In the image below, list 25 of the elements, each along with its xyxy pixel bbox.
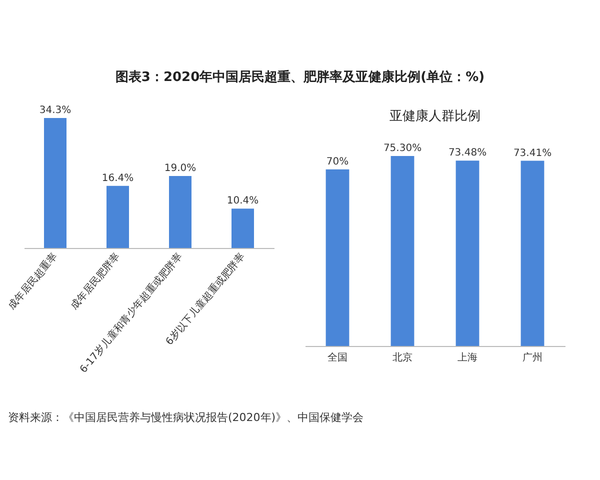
data-label: 73.41% [513, 148, 552, 159]
x-tick-label: 全国 [328, 352, 348, 364]
x-tick-label: 成年居民肥胖率 [68, 250, 122, 312]
bar [106, 186, 129, 248]
chart-title: 图表3：2020年中国居民超重、肥胖率及亚健康比例(单位：%) [114, 68, 486, 86]
data-label: 73.48% [448, 148, 487, 159]
chart-title: 亚健康人群比例 [390, 109, 480, 124]
bar [326, 169, 350, 346]
x-tick-label: 成年居民超重率 [6, 250, 60, 312]
bar [456, 160, 480, 346]
bar [520, 160, 544, 346]
data-label: 19.0% [164, 162, 196, 174]
x-tick-label: 上海 [458, 352, 478, 364]
bar [232, 208, 254, 248]
x-tick-label: 广州 [522, 352, 542, 364]
bar [44, 118, 66, 248]
text: 资料来源：《中国居民营养与慢性病状况报告(2020年)》、中国保健学会 [8, 410, 364, 425]
data-label: 16.4% [102, 172, 134, 184]
data-label: 10.4% [226, 196, 259, 207]
bar [390, 156, 414, 346]
bar [169, 176, 192, 248]
data-label: 70% [326, 156, 349, 168]
data-label: 75.30% [383, 143, 422, 154]
data-label: 34.3% [39, 105, 72, 116]
x-tick-label: 北京 [392, 352, 412, 364]
